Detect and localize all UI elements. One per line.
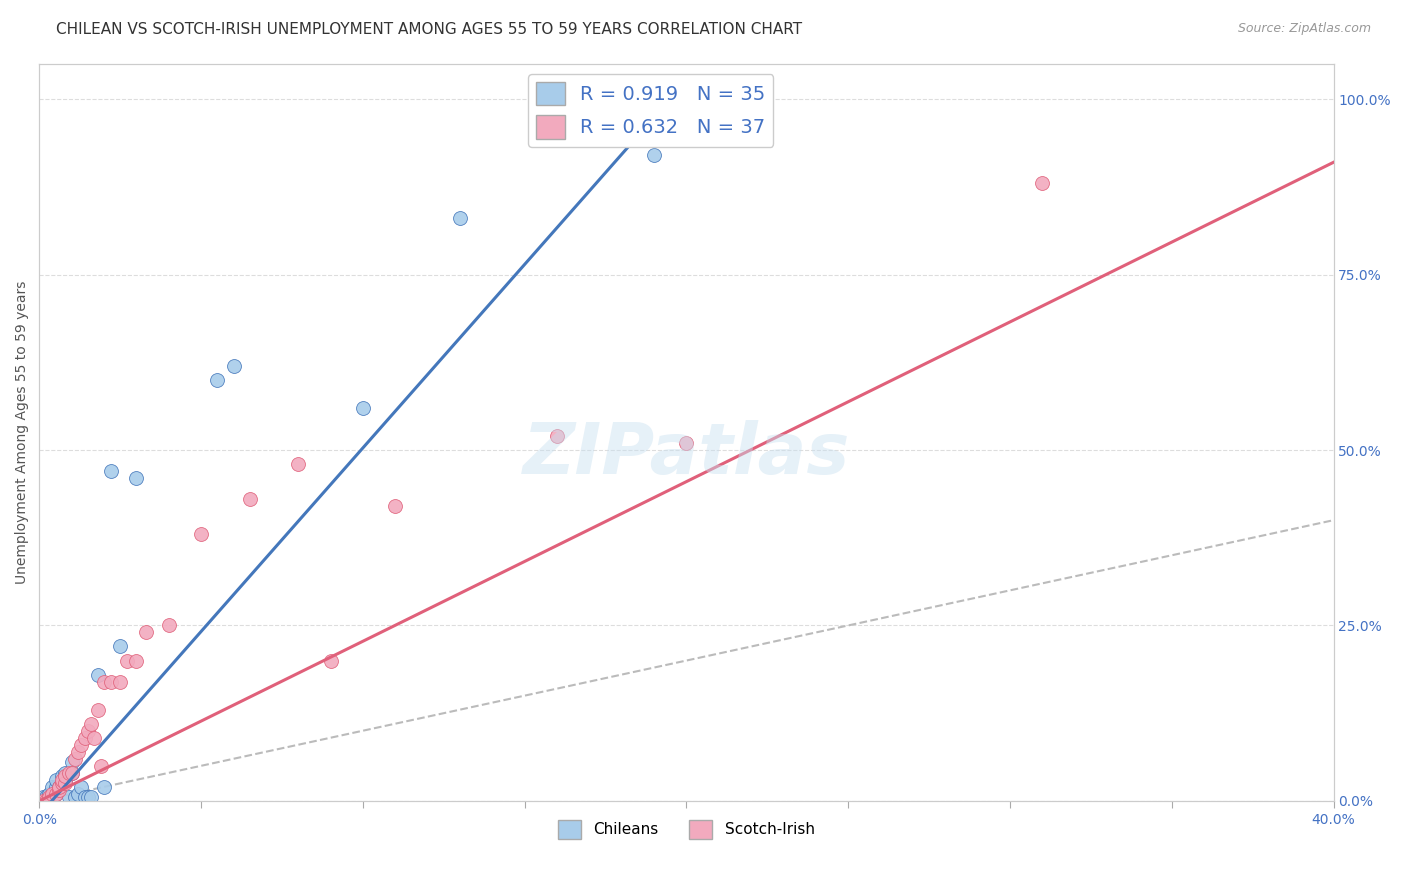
Legend: Chileans, Scotch-Irish: Chileans, Scotch-Irish [553,814,821,845]
Point [60,765,83,780]
Point [643,148,665,162]
Point [41,780,63,794]
Point [93,780,115,794]
Point [41,787,63,801]
Point [86,703,108,717]
Point [384,499,406,513]
Point [35,790,58,805]
Point [35,794,58,808]
Point [90,759,112,773]
Point [51,776,73,790]
Point [675,436,697,450]
Point [31,794,53,808]
Point [63,790,86,805]
Point [60,765,83,780]
Point [73,731,96,745]
Point [31,794,53,808]
Point [287,457,309,471]
Point [31,790,53,805]
Text: CHILEAN VS SCOTCH-IRISH UNEMPLOYMENT AMONG AGES 55 TO 59 YEARS CORRELATION CHART: CHILEAN VS SCOTCH-IRISH UNEMPLOYMENT AMO… [56,22,803,37]
Point [222,359,245,373]
Point [38,790,60,805]
Point [58,765,80,780]
Point [45,772,67,787]
Point [53,769,76,783]
Point [77,723,100,738]
Point [70,738,93,752]
Point [51,769,73,783]
Point [67,787,90,801]
Point [35,794,58,808]
Point [48,780,70,794]
Point [51,772,73,787]
Point [135,625,157,640]
Point [100,674,122,689]
Y-axis label: Unemployment Among Ages 55 to 59 years: Unemployment Among Ages 55 to 59 years [15,281,30,584]
Point [319,654,342,668]
Point [63,752,86,766]
Point [38,790,60,805]
Point [110,640,132,654]
Point [207,373,229,387]
Point [125,654,148,668]
Point [38,787,60,801]
Point [77,790,100,805]
Point [60,756,83,770]
Point [115,654,138,668]
Point [86,667,108,681]
Point [449,211,471,226]
Point [58,790,80,805]
Point [45,787,67,801]
Point [53,765,76,780]
Text: ZIPatlas: ZIPatlas [523,420,851,489]
Point [53,772,76,787]
Point [48,780,70,794]
Point [125,471,148,485]
Point [1031,177,1053,191]
Point [110,674,132,689]
Point [83,731,105,745]
Point [73,790,96,805]
Point [100,464,122,478]
Point [546,429,568,443]
Point [45,787,67,801]
Point [352,401,374,415]
Point [67,745,90,759]
Point [80,790,103,805]
Point [190,527,212,541]
Text: Source: ZipAtlas.com: Source: ZipAtlas.com [1237,22,1371,36]
Point [41,787,63,801]
Point [45,780,67,794]
Point [239,492,262,507]
Point [93,674,115,689]
Point [80,716,103,731]
Point [70,780,93,794]
Point [51,776,73,790]
Point [157,618,180,632]
Point [53,776,76,790]
Point [48,783,70,797]
